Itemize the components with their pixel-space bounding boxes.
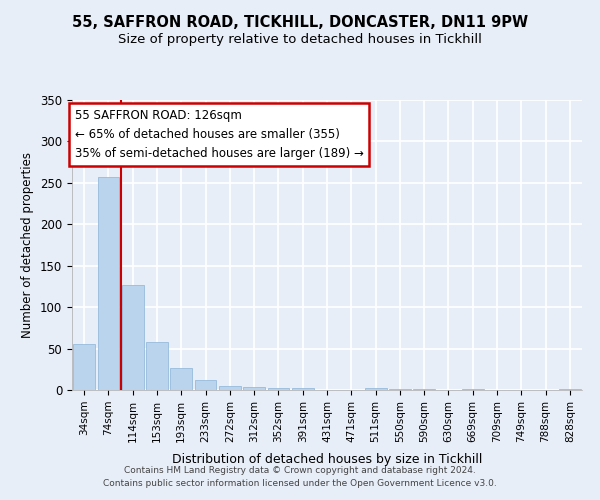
Text: Contains HM Land Registry data © Crown copyright and database right 2024.
Contai: Contains HM Land Registry data © Crown c… [103, 466, 497, 487]
Bar [413, 389, 435, 390]
Bar [462, 389, 484, 390]
Bar [194, 380, 217, 390]
Bar [243, 386, 265, 390]
Bar [268, 388, 289, 390]
Bar [365, 388, 386, 390]
Bar [292, 388, 314, 390]
Bar [170, 368, 192, 390]
Bar [146, 342, 168, 390]
X-axis label: Distribution of detached houses by size in Tickhill: Distribution of detached houses by size … [172, 453, 482, 466]
Text: 55, SAFFRON ROAD, TICKHILL, DONCASTER, DN11 9PW: 55, SAFFRON ROAD, TICKHILL, DONCASTER, D… [72, 15, 528, 30]
Y-axis label: Number of detached properties: Number of detached properties [22, 152, 34, 338]
Bar [389, 389, 411, 390]
Bar [97, 177, 119, 390]
Bar [559, 389, 581, 390]
Text: Size of property relative to detached houses in Tickhill: Size of property relative to detached ho… [118, 32, 482, 46]
Text: 55 SAFFRON ROAD: 126sqm
← 65% of detached houses are smaller (355)
35% of semi-d: 55 SAFFRON ROAD: 126sqm ← 65% of detache… [74, 108, 364, 160]
Bar [73, 344, 95, 390]
Bar [122, 285, 143, 390]
Bar [219, 386, 241, 390]
